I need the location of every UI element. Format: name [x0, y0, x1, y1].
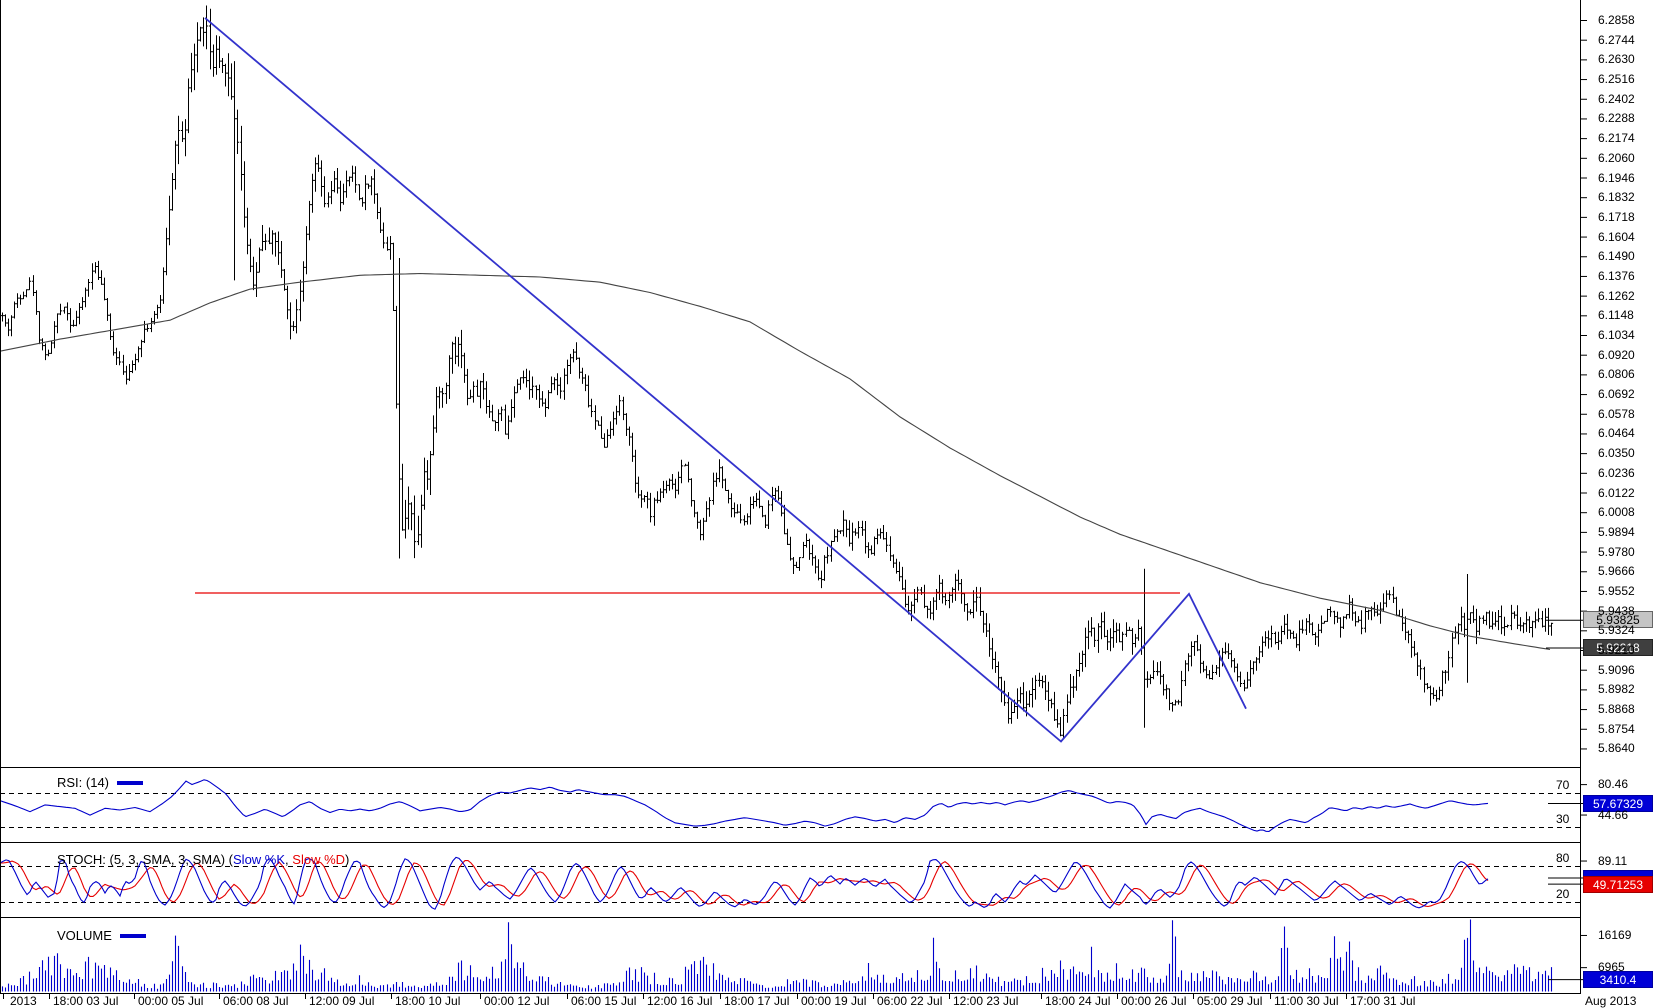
price-tick-label: 6.2288 [1598, 111, 1635, 125]
price-tick-label: 6.0806 [1598, 367, 1635, 381]
volume-label-text: VOLUME [57, 928, 112, 943]
price-tick-label: 5.9324 [1598, 623, 1635, 637]
stoch-label-slow-d: Slow %D [292, 852, 346, 867]
time-axis-month-label: Aug 2013 [1585, 994, 1637, 1008]
time-tick-label: 12:00 09 Jul [309, 994, 375, 1008]
rsi-tick-label: 80.46 [1598, 777, 1629, 791]
rsi-lower-level-label: 30 [1556, 812, 1570, 826]
rsi-tick-label: 44.66 [1598, 808, 1629, 822]
rsi-legend-swatch-icon [117, 780, 144, 785]
price-tick-label: 6.0920 [1598, 348, 1635, 362]
price-tick-label: 6.1148 [1598, 308, 1634, 322]
price-tick-label: 5.8982 [1598, 682, 1635, 696]
price-tick-label: 6.2174 [1598, 131, 1635, 145]
volume-tick-label: 6965 [1598, 960, 1625, 974]
price-tick-label: 6.0008 [1598, 505, 1635, 519]
volume-bars [1, 919, 1553, 992]
price-tick-label: 6.1832 [1598, 190, 1635, 204]
price-tick-label: 5.9096 [1598, 663, 1635, 677]
stoch-pane-label: STOCH: (5, 3, SMA, 3, SMA) (Slow %K, Slo… [57, 853, 349, 867]
price-tick-label: 5.9666 [1598, 564, 1635, 578]
price-tick-label: 6.0236 [1598, 466, 1635, 480]
time-tick-label: 06:00 08 Jul [223, 994, 289, 1008]
price-tick-label: 6.2516 [1598, 72, 1635, 86]
stoch-label-separator: , [285, 852, 293, 867]
time-tick-label: 06:00 22 Jul [877, 994, 943, 1008]
stoch-d-value-badge: 49.71253 [1583, 876, 1653, 893]
price-tick-label: 5.9894 [1598, 525, 1635, 539]
price-tick-label: 6.1376 [1598, 269, 1635, 283]
time-tick-label: 18:00 24 Jul [1045, 994, 1111, 1008]
price-tick-label: 5.9210 [1598, 643, 1635, 657]
time-tick-label: 12:00 23 Jul [953, 994, 1019, 1008]
price-tick-label: 6.2630 [1598, 52, 1635, 66]
time-tick-label: 17:00 31 Jul [1350, 994, 1416, 1008]
stoch-label-close: ) [345, 852, 350, 867]
price-tick-label: 5.9552 [1598, 584, 1635, 598]
price-tick-label: 6.0578 [1598, 407, 1635, 421]
price-tick-label: 6.1034 [1598, 328, 1635, 342]
rsi-upper-level-label: 70 [1556, 778, 1570, 792]
time-tick-label: 18:00 17 Jul [724, 994, 790, 1008]
time-tick-label: 00:00 12 Jul [484, 994, 550, 1008]
blue-trendline[interactable] [204, 17, 1247, 743]
volume-value-badge: 3410.4 [1583, 971, 1653, 988]
time-tick-label: 06:00 15 Jul [571, 994, 637, 1008]
time-tick-label: 18:00 03 Jul [53, 994, 119, 1008]
price-tick-label: 6.1604 [1598, 230, 1635, 244]
time-axis-year-label: 2013 [10, 994, 37, 1008]
rsi-line [0, 779, 1489, 832]
price-tick-label: 6.0692 [1598, 387, 1635, 401]
price-tick-label: 6.0350 [1598, 446, 1635, 460]
time-tick-label: 00:00 05 Jul [138, 994, 204, 1008]
time-tick-label: 05:00 29 Jul [1197, 994, 1263, 1008]
price-tick-label: 6.1946 [1598, 171, 1635, 185]
time-axis[interactable]: 2013 Aug 2013 18:00 03 Jul 00:00 05 Jul 06… [0, 993, 1655, 1008]
time-tick-label: 00:00 19 Jul [801, 994, 867, 1008]
price-tick-label: 6.0464 [1598, 426, 1635, 440]
time-tick-label: 11:00 30 Jul [1274, 994, 1339, 1008]
rsi-label-text: RSI: (14) [57, 775, 110, 790]
price-tick-label: 5.9780 [1598, 545, 1635, 559]
price-tick-label: 6.2858 [1598, 13, 1635, 27]
price-tick-label: 6.1718 [1598, 210, 1635, 224]
time-tick-label: 12:00 16 Jul [647, 994, 713, 1008]
price-tick-label: 6.2744 [1598, 33, 1635, 47]
price-tick-label: 6.2060 [1598, 151, 1635, 165]
stoch-label-main: STOCH: (5, 3, SMA, 3, SMA) ( [57, 852, 234, 867]
volume-legend-swatch-icon [119, 933, 146, 938]
time-tick-label: 00:00 26 Jul [1121, 994, 1187, 1008]
moving-average-line [0, 272, 1551, 651]
stoch-slow-d-line [0, 860, 1489, 908]
stoch-label-slow-k: Slow %K [233, 852, 286, 867]
price-tick-label: 5.8640 [1598, 741, 1635, 755]
secondary-price-badge: 5.92218 [1583, 639, 1653, 656]
volume-tick-label: 16169 [1598, 928, 1632, 942]
time-tick-label: 18:00 10 Jul [395, 994, 461, 1008]
rsi-value-badge: 57.67329 [1583, 795, 1653, 812]
price-tick-label: 5.9438 [1598, 604, 1635, 618]
volume-pane-label: VOLUME [57, 929, 146, 943]
price-tick-label: 6.0122 [1598, 486, 1635, 500]
stoch-upper-level-label: 80 [1556, 851, 1570, 865]
price-tick-label: 5.8868 [1598, 702, 1635, 716]
price-tick-label: 6.2402 [1598, 92, 1635, 106]
price-tick-label: 6.1490 [1598, 249, 1635, 263]
price-tick-label: 5.8754 [1598, 722, 1635, 736]
price-tick-label: 6.1262 [1598, 289, 1635, 303]
stoch-slow-k-line [0, 856, 1489, 910]
last-price-badge: 5.93825 [1583, 611, 1653, 628]
price-ohlc-bars [0, 5, 1554, 739]
stoch-lower-level-label: 20 [1556, 887, 1570, 901]
rsi-pane-label: RSI: (14) [57, 775, 144, 790]
stoch-tick-label: 89.11 [1598, 854, 1628, 868]
